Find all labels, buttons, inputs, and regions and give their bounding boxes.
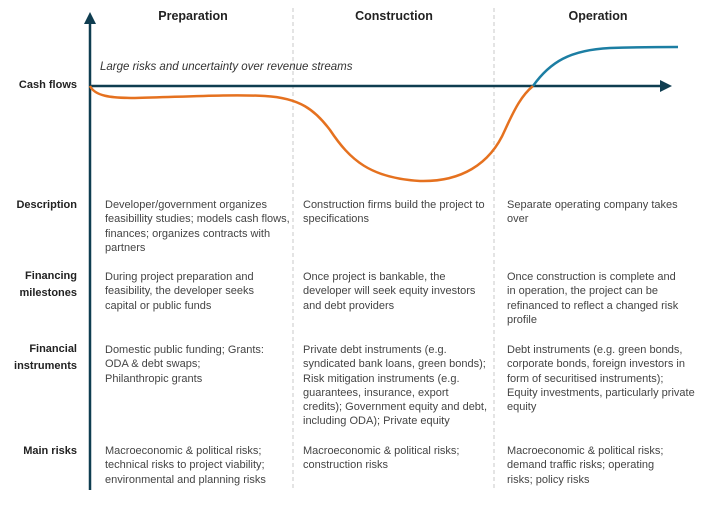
cost-curve <box>88 85 534 183</box>
phase-construction: Construction <box>355 9 433 23</box>
risk-annotation: Large risks and uncertainty over revenue… <box>100 61 353 73</box>
row-label-description: Description <box>16 199 77 211</box>
description-operation: Separate operating company takes over <box>507 199 678 226</box>
y-axis-arrow-icon <box>84 12 96 24</box>
instruments-preparation: Domestic public funding; Grants: ODA & d… <box>105 344 264 385</box>
row-label-financial-instruments: Financial instruments <box>14 343 77 372</box>
phase-operation: Operation <box>568 9 628 23</box>
instruments-construction: Private debt instruments (e.g. syndicate… <box>303 344 488 428</box>
phase-preparation: Preparation <box>158 9 228 23</box>
risks-operation: Macroeconomic & political risks; demand … <box>507 445 664 486</box>
row-label-main-risks: Main risks <box>23 445 77 457</box>
milestones-preparation: During project preparation and feasibili… <box>105 271 254 312</box>
revenue-curve <box>531 45 679 87</box>
y-axis-label: Cash flows <box>18 79 77 91</box>
x-axis-arrow-icon <box>660 80 672 92</box>
description-preparation: Developer/government organizes feasibill… <box>105 199 290 254</box>
milestones-operation: Once construction is complete and in ope… <box>507 271 679 326</box>
risks-construction: Macroeconomic & political risks; constru… <box>303 445 460 472</box>
milestones-construction: Once project is bankable, the developer … <box>303 271 476 312</box>
row-label-financing-milestones: Financing milestones <box>19 270 77 299</box>
description-construction: Construction firms build the project to … <box>303 199 485 226</box>
instruments-operation: Debt instruments (e.g. green bonds, corp… <box>507 344 695 414</box>
risks-preparation: Macroeconomic & political risks; technic… <box>105 445 266 486</box>
